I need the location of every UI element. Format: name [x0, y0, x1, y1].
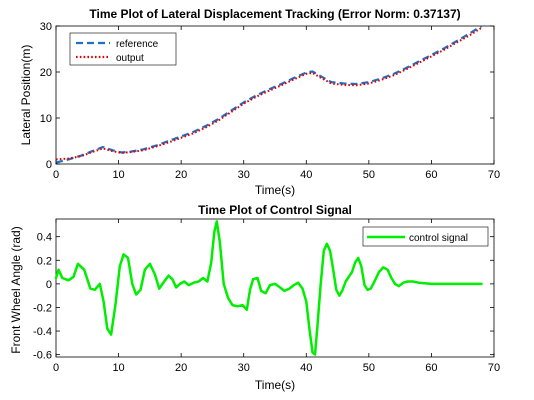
plot-2-xticks: 0 10 20 30 40 50 60 70	[53, 219, 500, 374]
plot-2: Time Plot of Control Signal 0 10 20 30 40 50 6…	[9, 203, 500, 392]
plot-1-ytick-label: 0	[46, 159, 52, 171]
plot-1-xtick-label: 70	[488, 169, 500, 181]
plot-2-xtick-label: 60	[425, 362, 437, 374]
plot-1-xtick-label: 60	[425, 169, 437, 181]
plot-2-ytick-label: 0.4	[37, 232, 52, 244]
plot-1-yticks: 0 10 20 30	[40, 21, 494, 171]
plot-1: Time Plot of Lateral Displacement Tracki…	[19, 7, 500, 197]
plot-2-title: Time Plot of Control Signal	[198, 203, 352, 217]
plot-1-series-reference	[55, 25, 483, 164]
plot-2-xtick-label: 0	[53, 362, 59, 374]
plot-1-xtick-label: 30	[238, 169, 250, 181]
plot-1-xtick-label: 0	[53, 169, 59, 181]
plot-2-xtick-label: 50	[363, 362, 375, 374]
plot-1-xtick-label: 50	[363, 169, 375, 181]
plot-1-xticks: 0 10 20 30 40 50 60 70	[53, 26, 500, 181]
plot-1-series-output	[55, 26, 483, 161]
plot-1-ytick-label: 20	[40, 67, 52, 79]
plot-2-xtick-label: 20	[175, 362, 187, 374]
plot-2-xtick-label: 70	[488, 362, 500, 374]
plot-2-xtick-label: 40	[300, 362, 312, 374]
plot-1-ytick-label: 30	[40, 21, 52, 33]
plot-1-ytick-label: 10	[40, 113, 52, 125]
plot-1-xlabel: Time(s)	[255, 183, 295, 197]
plot-2-xtick-label: 10	[112, 362, 124, 374]
plot-2-lines	[54, 220, 483, 356]
plot-1-lines	[55, 25, 483, 164]
plot-2-yticks: -0.6 -0.4 -0.2 0 0.2 0.4	[33, 232, 494, 362]
legend-output-label: output	[116, 53, 144, 64]
legend-reference-label: reference	[116, 39, 159, 50]
legend-control-signal-label: control signal	[409, 233, 468, 244]
plot-1-xtick-label: 10	[112, 169, 124, 181]
plot-2-ytick-label: 0	[46, 279, 52, 291]
plot-2-legend-box	[362, 226, 489, 247]
plot-2-ytick-label: -0.4	[33, 326, 52, 338]
plot-1-ylabel: Lateral Position(m)	[19, 45, 33, 146]
plot-1-legend-box	[69, 32, 177, 66]
plot-1-xtick-label: 40	[300, 169, 312, 181]
plot-2-ytick-label: 0.2	[37, 255, 52, 267]
plot-2-ytick-label: -0.2	[33, 302, 52, 314]
plot-1-legend: reference output	[69, 32, 177, 66]
plot-2-legend: control signal	[362, 226, 489, 247]
plot-2-xlabel: Time(s)	[255, 378, 295, 392]
plot-2-ylabel: Front Wheel Angle (rad)	[9, 226, 23, 353]
plot-2-series-control-signal	[54, 220, 483, 356]
plot-1-xtick-label: 20	[175, 169, 187, 181]
plot-2-ytick-label: -0.6	[33, 350, 52, 362]
plot-2-xtick-label: 30	[238, 362, 250, 374]
plot-1-title: Time Plot of Lateral Displacement Tracki…	[89, 7, 460, 21]
